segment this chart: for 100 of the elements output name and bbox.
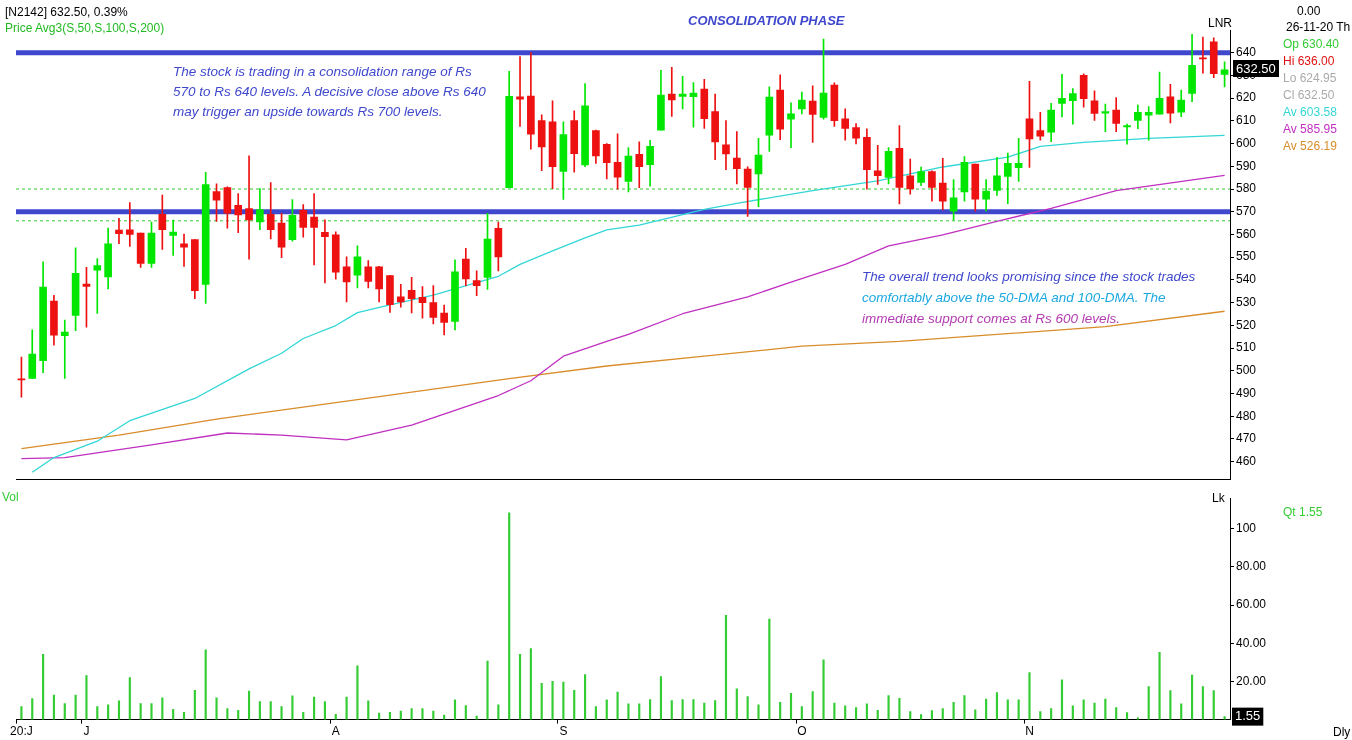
annotation: comfortably above the 50-DMA and 100-DMA. The — [862, 290, 1166, 306]
bar — [1190, 674, 1194, 720]
candlestick — [472, 270, 481, 297]
bar — [258, 701, 261, 720]
bar — [31, 698, 34, 720]
text: Dly — [1333, 725, 1351, 739]
y-tick-label: 640 — [1236, 45, 1257, 60]
candlestick — [1036, 111, 1045, 141]
y-tick-label: 550 — [1236, 249, 1257, 264]
candlestick — [115, 218, 123, 245]
bar — [1147, 686, 1150, 720]
bar — [551, 681, 554, 720]
y-tick-label: 540 — [1236, 272, 1257, 287]
annotation: may trigger an upside towards Rs 700 levels. — [173, 104, 443, 120]
bar — [345, 696, 348, 720]
candlestick — [732, 131, 741, 185]
candlestick — [1058, 73, 1066, 118]
annotation: Price Avg3(S,50,S,100,S,200) — [5, 21, 165, 35]
bar — [421, 708, 424, 720]
annotation: The stock is trading in a consolidation range of Rs — [173, 64, 472, 80]
bar — [74, 694, 77, 720]
bar — [920, 714, 923, 720]
bar — [313, 696, 316, 720]
bar — [529, 648, 532, 720]
text: Hi 636.00 — [1283, 54, 1335, 68]
candlestick — [1069, 88, 1077, 125]
text: Lo 624.95 — [1283, 71, 1337, 85]
text: [N2142] 632.50, 0.39% — [5, 5, 128, 19]
y-tick-label: 470 — [1236, 431, 1257, 446]
y-tick-label: 60.00 — [1236, 597, 1267, 612]
bar — [128, 677, 131, 720]
y-tick-label: 40.00 — [1236, 635, 1267, 650]
text: 26-11-20 Th — [1286, 20, 1351, 34]
bar — [1028, 672, 1031, 720]
text: Cl 632.50 — [1283, 88, 1335, 102]
candlestick — [787, 102, 795, 149]
bar — [42, 654, 45, 720]
candlestick — [722, 120, 730, 171]
y-tick-label: 600 — [1236, 135, 1257, 150]
bar — [1060, 679, 1064, 720]
bar — [649, 699, 652, 720]
bar — [280, 706, 283, 720]
bar — [583, 674, 587, 720]
bar — [1158, 652, 1161, 720]
bar — [822, 659, 825, 720]
bar — [540, 683, 543, 720]
bar — [107, 704, 110, 720]
bar — [486, 660, 489, 720]
bar — [757, 704, 760, 720]
text: 632.50 — [1233, 60, 1279, 77]
x-tick-label: A — [331, 724, 340, 739]
candlestick — [808, 85, 817, 143]
y-tick-label: 460 — [1236, 453, 1257, 468]
bar — [887, 695, 890, 720]
bar — [215, 697, 218, 720]
bar — [594, 706, 597, 720]
bar — [735, 688, 738, 720]
candlestick — [1123, 123, 1131, 145]
candlestick — [667, 66, 676, 117]
bar — [323, 701, 326, 720]
x-tick-label: N — [1025, 724, 1034, 739]
y-tick-label: 80.00 — [1236, 559, 1267, 574]
bar — [811, 691, 814, 720]
bar — [1093, 702, 1096, 720]
bar — [659, 676, 663, 720]
bar — [1212, 690, 1215, 720]
y-tick-label: 100 — [1236, 521, 1257, 536]
y-tick-label: 510 — [1236, 340, 1257, 355]
bar — [692, 699, 695, 720]
bar — [497, 704, 500, 720]
y-tick-label: 580 — [1236, 181, 1257, 196]
bar — [204, 649, 207, 720]
bar — [746, 696, 749, 720]
x-tick-label: J — [83, 724, 90, 739]
bar — [930, 710, 933, 720]
bar — [627, 703, 630, 720]
y-axis-title: Lk — [1212, 491, 1225, 505]
candlestick — [93, 258, 102, 314]
y-tick-label: 620 — [1236, 90, 1257, 105]
y-tick-label: 520 — [1236, 317, 1257, 332]
candlestick — [234, 193, 243, 233]
chart-title: Vol — [2, 490, 19, 504]
annotation: immediate support comes at Rs 600 levels. — [862, 311, 1121, 327]
candlestick — [1144, 106, 1153, 141]
y-tick-label: 500 — [1236, 363, 1257, 378]
candlestick — [180, 233, 188, 267]
text: Qt 1.55 — [1283, 505, 1323, 519]
candlestick — [125, 202, 134, 247]
bar — [573, 689, 576, 720]
annotation: 1.55 — [1235, 708, 1261, 724]
bar — [453, 699, 457, 720]
bar — [150, 703, 153, 720]
candlestick — [321, 219, 329, 284]
bar — [995, 692, 999, 720]
y-tick-label: 590 — [1236, 158, 1257, 173]
candlestick — [310, 193, 318, 266]
annotation: The overall trend looks promising since the stock trades — [862, 269, 1196, 285]
text: Op 630.40 — [1283, 37, 1340, 51]
y-tick-label: 20.00 — [1236, 673, 1267, 688]
bar — [714, 700, 717, 720]
